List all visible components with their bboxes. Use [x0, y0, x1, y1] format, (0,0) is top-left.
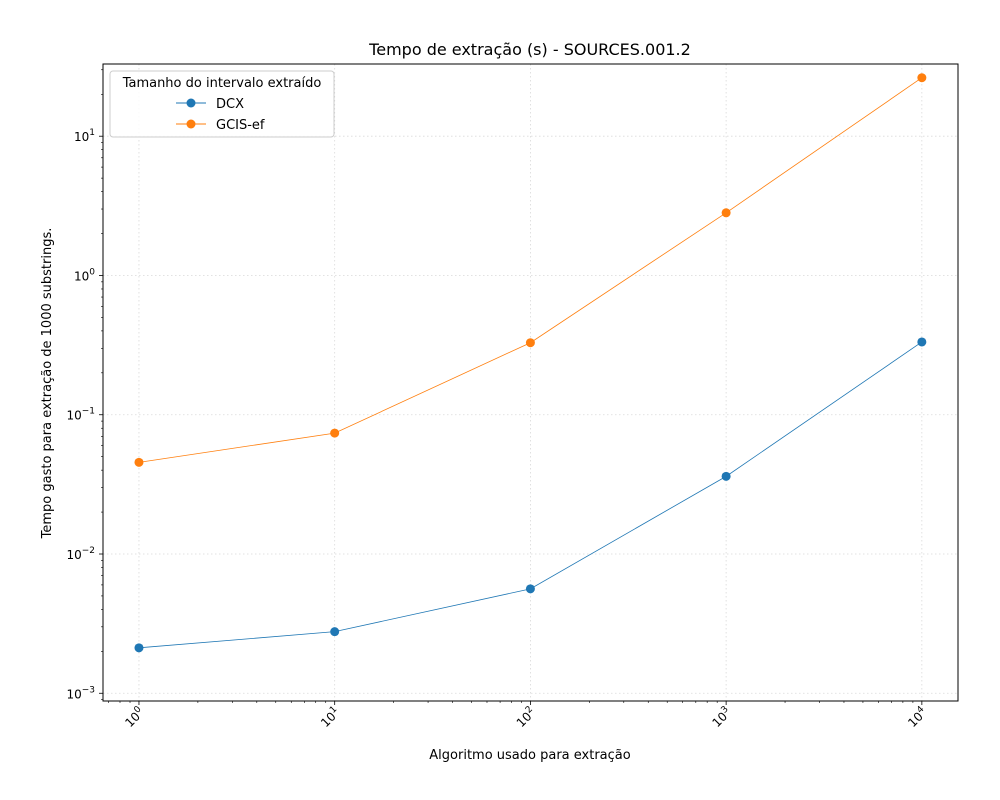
data-point-gcis-ef [134, 457, 144, 467]
data-point-dcx [134, 643, 144, 653]
y-tick-label: 101 [74, 128, 95, 144]
legend-label-gcis-ef: GCIS-ef [216, 118, 265, 133]
legend-marker-dcx [186, 98, 196, 108]
chart-title: Tempo de extração (s) - SOURCES.001.2 [368, 40, 691, 59]
legend-label-dcx: DCX [216, 97, 244, 112]
legend: Tamanho do intervalo extraído DCX GCIS-e… [109, 70, 335, 138]
x-tick-label: 102 [513, 705, 538, 730]
data-point-gcis-ef [917, 73, 927, 83]
x-tick-label: 101 [317, 705, 342, 730]
x-axis-ticks: 100 101 102 103 104 [108, 701, 931, 730]
data-point-dcx [330, 627, 340, 637]
legend-marker-gcis-ef [186, 119, 196, 129]
data-point-dcx [525, 584, 535, 594]
data-point-gcis-ef [525, 338, 535, 348]
series-line-dcx [138, 341, 923, 649]
legend-box [109, 70, 335, 138]
data-point-gcis-ef [330, 428, 340, 438]
y-tick-label: 100 [74, 267, 95, 283]
legend-title: Tamanho do intervalo extraído [122, 76, 322, 91]
data-point-gcis-ef [721, 208, 731, 218]
y-tick-label: 10−1 [66, 407, 95, 423]
x-tick-label: 104 [905, 704, 931, 730]
x-tick-label: 100 [122, 704, 148, 730]
y-axis-ticks: 10−3 10−2 10−1 100 101 [66, 69, 103, 701]
y-tick-label: 10−3 [66, 685, 95, 701]
data-point-dcx [721, 471, 731, 481]
x-axis-label: Algoritmo usado para extração [429, 748, 630, 763]
grid [103, 64, 958, 701]
series-layer [134, 73, 927, 653]
x-tick-label: 103 [709, 705, 734, 730]
y-tick-label: 10−2 [66, 546, 95, 562]
data-point-dcx [917, 337, 927, 347]
y-axis-label: Tempo gasto para extração de 1000 substr… [40, 228, 55, 540]
